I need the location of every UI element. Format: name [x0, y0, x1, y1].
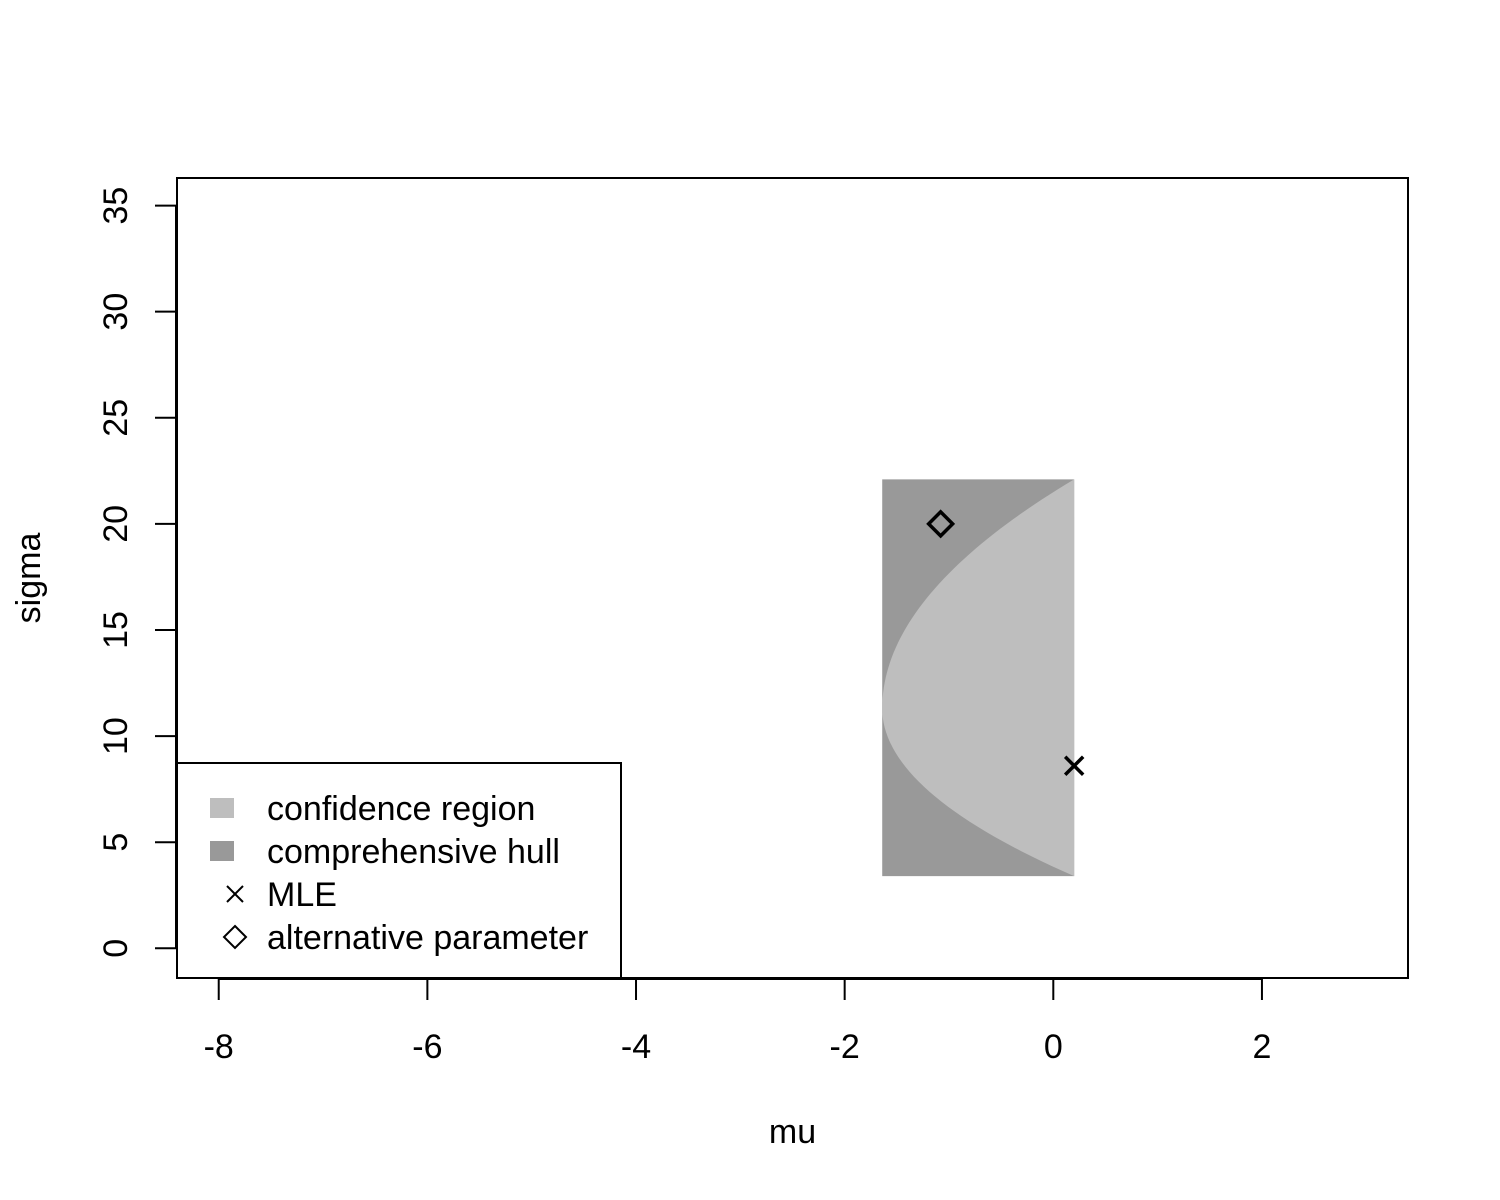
x-tick-label: -4	[621, 1028, 651, 1066]
point-mle	[1063, 755, 1085, 777]
y-tick-label: 35	[97, 187, 135, 225]
x-axis: -8 -6 -4 -2 0 2	[204, 978, 1271, 1066]
points-layer	[926, 509, 1085, 777]
x-tick-label: -6	[412, 1028, 442, 1066]
point-alternative-parameter	[926, 509, 956, 539]
legend-label: alternative parameter	[267, 919, 588, 957]
y-tick-label: 15	[97, 611, 135, 649]
legend-key-confidence-region	[210, 798, 234, 818]
legend-box	[176, 762, 622, 979]
x-tick-label: -8	[204, 1028, 234, 1066]
regions-layer	[882, 479, 1075, 877]
x-axis-label: mu	[769, 1113, 816, 1151]
y-axis-label: sigma	[10, 533, 48, 624]
x-tick-label: 2	[1252, 1028, 1271, 1066]
x-tick-label: 0	[1044, 1028, 1063, 1066]
legend-label: comprehensive hull	[267, 833, 560, 871]
x-tick-label: -2	[830, 1028, 860, 1066]
y-tick-label: 30	[97, 293, 135, 331]
legend-key-mle-stroke-b	[226, 885, 244, 903]
legend-label: confidence region	[267, 790, 535, 828]
legend-key-alternative-parameter	[222, 924, 248, 950]
y-axis: 0 5 10 15 20 25 30 35	[97, 187, 177, 958]
legend: confidence region comprehensive hull MLE al…	[176, 762, 622, 979]
y-tick-label: 25	[97, 399, 135, 437]
legend-key-mle	[226, 885, 244, 903]
y-tick-label: 0	[97, 939, 135, 958]
legend-label: MLE	[267, 876, 337, 914]
y-tick-label: 5	[97, 833, 135, 852]
region-confidence-region	[882, 479, 1075, 877]
point-mle-stroke-b	[1063, 755, 1085, 777]
y-tick-label: 10	[97, 717, 135, 755]
legend-key-comprehensive-hull	[210, 841, 234, 861]
y-tick-label: 20	[97, 505, 135, 543]
